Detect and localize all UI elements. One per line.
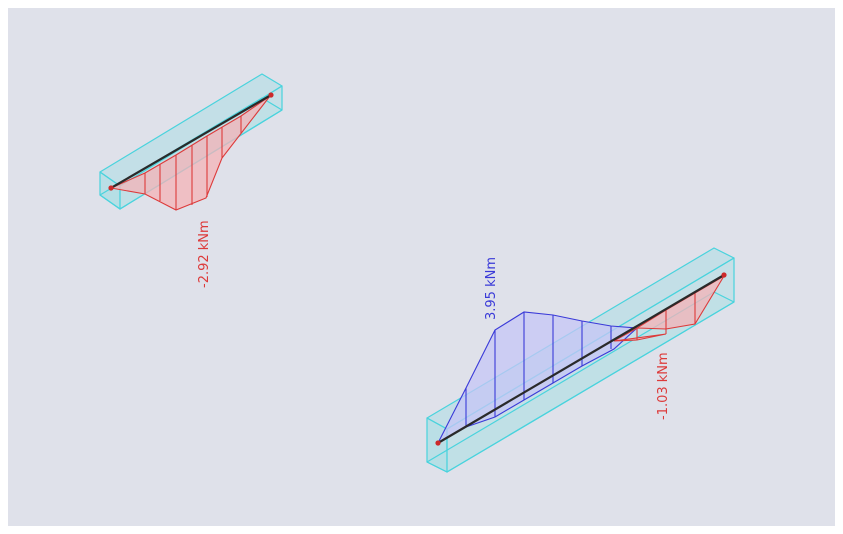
- member-1[interactable]: -2.92 kNm: [99, 73, 283, 288]
- member-2-moment-label-max: 3.95 kNm: [484, 257, 499, 320]
- member-2[interactable]: 3.95 kNm -1.03 kNm: [426, 247, 735, 473]
- member-1-node-start[interactable]: [108, 185, 114, 191]
- member-1-moment-label-min: -2.92 kNm: [197, 220, 212, 288]
- member-2-node-end[interactable]: [721, 272, 727, 278]
- member-2-moment-label-min: -1.03 kNm: [656, 352, 671, 420]
- member-2-axis[interactable]: [436, 273, 726, 445]
- member-1-axis[interactable]: [109, 93, 273, 190]
- viewport-background: [8, 8, 835, 526]
- member-2-node-start[interactable]: [435, 440, 441, 446]
- member-1-node-end[interactable]: [268, 92, 274, 98]
